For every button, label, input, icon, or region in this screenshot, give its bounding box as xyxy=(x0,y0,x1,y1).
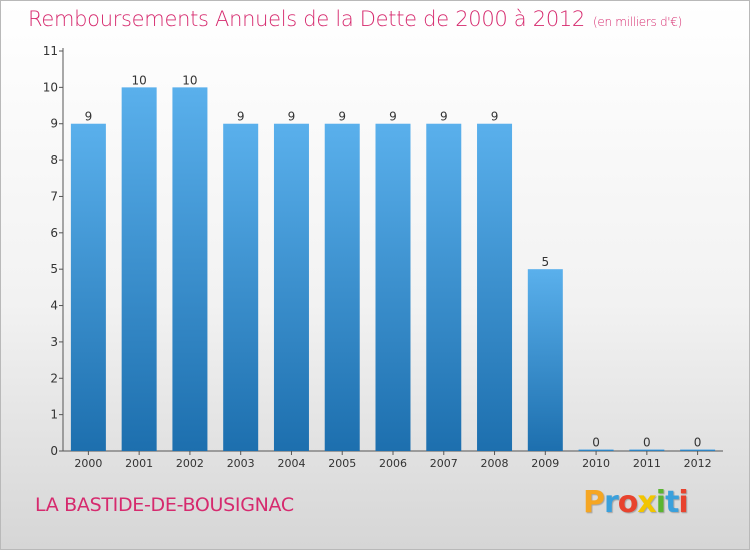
x-tick-label: 2005 xyxy=(328,457,356,470)
logo-letter: r xyxy=(604,485,619,520)
x-tick-label: 2003 xyxy=(227,457,255,470)
title-text: Remboursements Annuels de la Dette de 20… xyxy=(28,7,585,31)
logo-letter: i xyxy=(678,485,688,520)
bar xyxy=(172,87,208,451)
chart-title: Remboursements Annuels de la Dette de 20… xyxy=(28,7,682,31)
data-label: 9 xyxy=(237,110,245,124)
logo-letter: t xyxy=(665,485,679,520)
y-tick-label: 9 xyxy=(50,117,58,131)
data-label: 10 xyxy=(132,73,147,87)
data-label: 9 xyxy=(338,110,346,124)
data-label: 9 xyxy=(440,110,448,124)
title-unit: (en milliers d'€) xyxy=(593,15,683,29)
data-label: 9 xyxy=(288,110,296,124)
x-tick-label: 2006 xyxy=(379,457,407,470)
bar xyxy=(223,123,259,452)
x-tick-label: 2009 xyxy=(531,457,559,470)
data-label: 0 xyxy=(694,436,702,450)
y-tick-label: 7 xyxy=(50,189,58,203)
bar xyxy=(426,123,462,452)
y-tick-label: 2 xyxy=(50,371,58,385)
y-tick-label: 5 xyxy=(50,262,58,276)
data-label: 9 xyxy=(389,110,397,124)
data-label: 0 xyxy=(643,436,651,450)
data-label: 5 xyxy=(541,255,549,269)
x-tick-label: 2008 xyxy=(481,457,509,470)
bar xyxy=(477,123,513,452)
y-tick-label: 1 xyxy=(50,408,58,422)
logo-letter: i xyxy=(655,485,666,520)
bar xyxy=(324,123,360,452)
data-label: 0 xyxy=(592,436,600,450)
y-tick-label: 4 xyxy=(50,299,58,313)
data-label: 9 xyxy=(85,110,93,124)
bar xyxy=(578,449,614,451)
bar xyxy=(121,87,157,451)
bar xyxy=(70,123,106,452)
data-label: 10 xyxy=(182,73,197,87)
x-tick-label: 2007 xyxy=(430,457,458,470)
location-name: LA BASTIDE-DE-BOUSIGNAC xyxy=(35,494,294,516)
logo-letter: o xyxy=(617,485,639,520)
x-tick-label: 2011 xyxy=(633,457,661,470)
bar xyxy=(375,123,411,452)
x-tick-label: 2001 xyxy=(125,457,153,470)
bar xyxy=(273,123,309,452)
y-tick-label: 3 xyxy=(50,335,58,349)
x-tick-label: 2000 xyxy=(74,457,102,470)
data-label: 9 xyxy=(491,110,499,124)
x-tick-label: 2002 xyxy=(176,457,204,470)
y-tick-label: 11 xyxy=(43,44,58,58)
bar xyxy=(680,449,716,451)
y-tick-label: 6 xyxy=(50,226,58,240)
y-tick-label: 10 xyxy=(43,80,58,94)
y-tick-label: 8 xyxy=(50,153,58,167)
x-tick-label: 2004 xyxy=(277,457,305,470)
x-tick-label: 2010 xyxy=(582,457,610,470)
proxiti-logo[interactable]: Proxiti xyxy=(583,485,689,520)
logo-letter: P xyxy=(583,485,605,520)
logo-letter: x xyxy=(637,485,656,520)
bar xyxy=(629,449,665,451)
bar xyxy=(527,269,563,451)
x-tick-label: 2012 xyxy=(684,457,712,470)
y-tick-label: 0 xyxy=(50,444,58,458)
